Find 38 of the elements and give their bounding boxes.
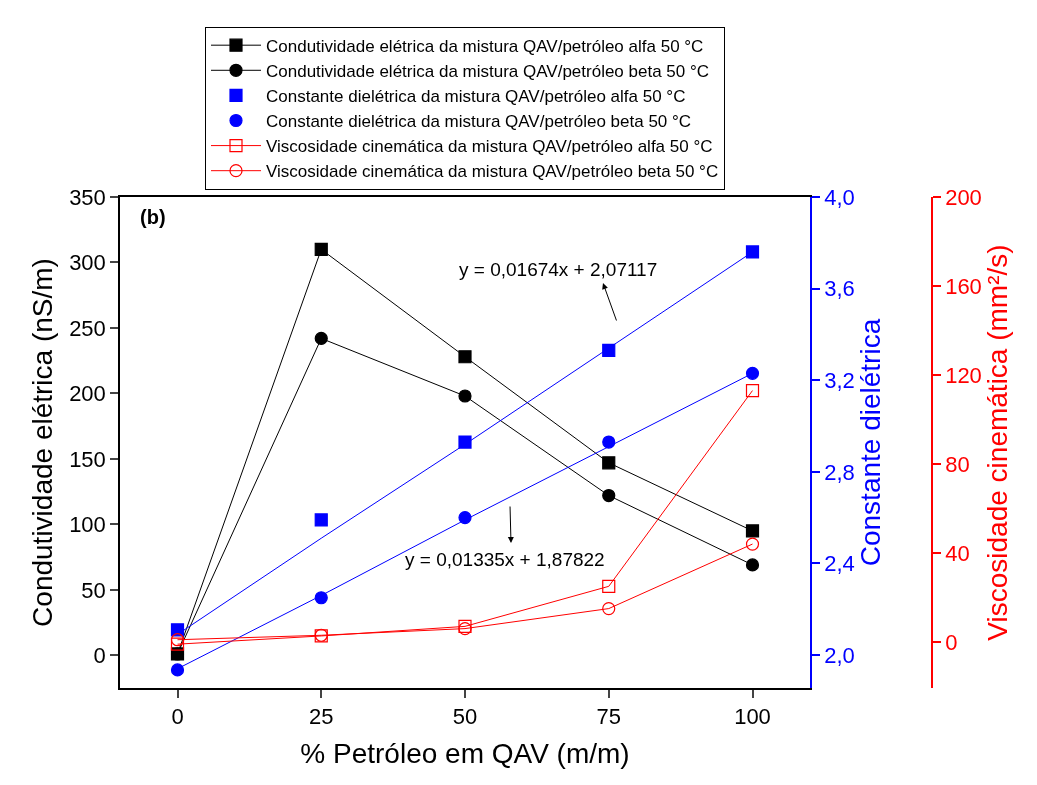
y-tick-label: 150 (69, 446, 106, 472)
annotation: (b) (140, 206, 166, 228)
y2-tick-label: 3,2 (824, 367, 855, 393)
legend-label: Viscosidade cinemática da mistura QAV/petróleo beta 50 °C (266, 162, 719, 182)
legend-label: Constante dielétrica da mistura QAV/petróleo alfa 50 °C (266, 87, 686, 107)
x-tick-label: 100 (734, 704, 771, 730)
y3-tick-label: 160 (945, 273, 982, 299)
y-tick-label: 0 (93, 642, 106, 668)
legend-label: Constante dielétrica da mistura QAV/petróleo beta 50 °C (266, 112, 692, 132)
annotation: y = 0,01335x + 1,87822 (405, 549, 605, 570)
y3-axis-title: Viscosidade cinemática (mm²/s) (982, 244, 1014, 641)
y2-tick-label: 3,6 (824, 276, 855, 302)
y3-tick-label: 80 (945, 451, 970, 477)
y2-axis-title: Constante dielétrica (854, 318, 886, 567)
x-tick-label: 75 (596, 704, 621, 730)
y-tick-label: 250 (69, 315, 106, 341)
y3-tick-label: 0 (945, 629, 958, 655)
y-axis-title: Condutividade elétrica (nS/m) (27, 258, 59, 627)
x-axis-title: % Petróleo em QAV (m/m) (300, 737, 630, 769)
y2-tick-label: 2,8 (824, 459, 855, 485)
x-tick-label: 0 (171, 704, 184, 730)
y2-tick-label: 4,0 (824, 184, 855, 210)
y2-tick-label: 2,0 (824, 642, 855, 668)
y-tick-label: 50 (81, 577, 106, 603)
y3-tick-label: 200 (945, 184, 982, 210)
legend-label: Condutividade elétrica da mistura QAV/petróleo alfa 50 °C (266, 36, 704, 56)
y3-tick-label: 120 (945, 362, 982, 388)
legend-label: Viscosidade cinemática da mistura QAV/petróleo alfa 50 °C (266, 137, 713, 157)
annotation: y = 0,01674x + 2,07117 (459, 259, 658, 280)
legend-label: Condutividade elétrica da mistura QAV/petróleo beta 50 °C (266, 61, 710, 81)
x-tick-label: 25 (309, 704, 334, 730)
y-tick-label: 100 (69, 512, 106, 538)
y-tick-label: 200 (69, 381, 106, 407)
y-tick-label: 350 (69, 184, 106, 210)
y2-tick-label: 2,4 (824, 551, 855, 577)
x-tick-label: 50 (452, 704, 478, 730)
y-tick-label: 300 (69, 250, 106, 276)
y3-tick-label: 40 (945, 540, 970, 566)
